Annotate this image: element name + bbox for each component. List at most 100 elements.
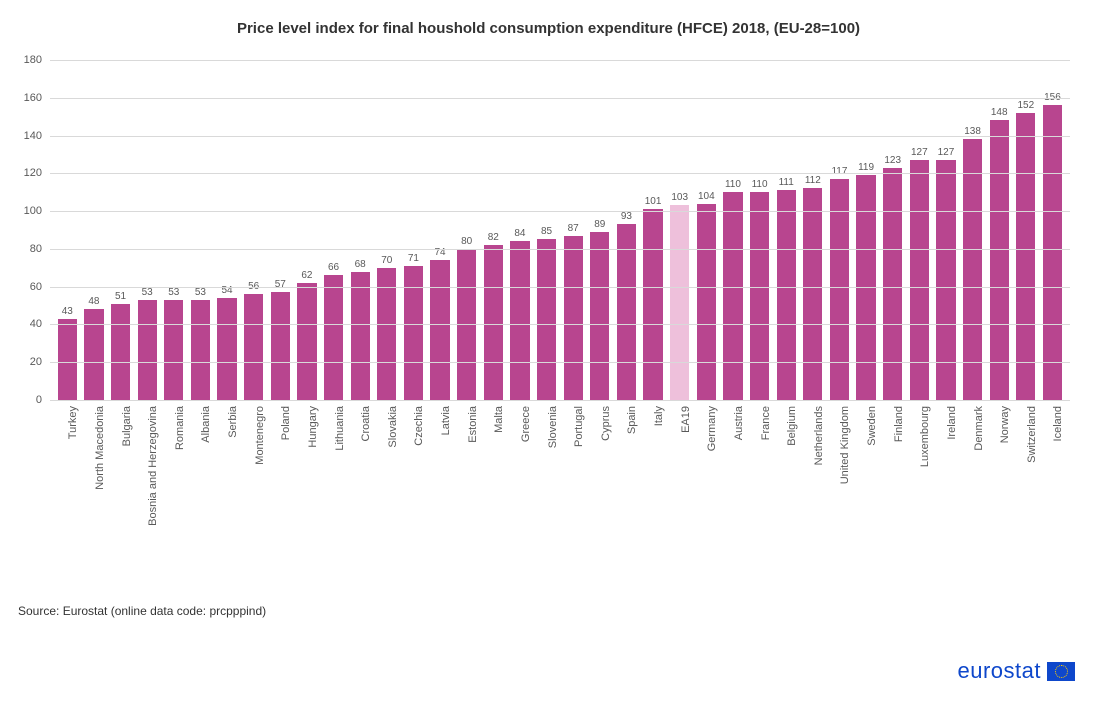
x-tick-label: Latvia — [440, 406, 452, 435]
y-tick-label: 100 — [24, 205, 42, 217]
x-label-slot: Ireland — [933, 400, 960, 580]
x-label-slot: Slovenia — [533, 400, 560, 580]
bar — [58, 319, 77, 400]
bar-value-label: 119 — [858, 163, 874, 173]
bar-value-label: 148 — [991, 108, 1008, 118]
gridline — [50, 362, 1070, 363]
bar-slot: 127 — [906, 60, 933, 400]
x-tick-label: Netherlands — [813, 406, 825, 465]
bar-value-label: 85 — [541, 227, 552, 237]
bar-slot: 53 — [161, 60, 188, 400]
bar — [723, 192, 742, 400]
x-label-slot: Malta — [480, 400, 507, 580]
bar-value-label: 111 — [779, 178, 794, 188]
bar-slot: 74 — [427, 60, 454, 400]
bar-value-label: 127 — [938, 148, 955, 158]
x-label-slot: Austria — [720, 400, 747, 580]
bar — [84, 309, 103, 400]
x-tick-label: Luxembourg — [919, 406, 931, 467]
bar — [590, 232, 609, 400]
bar-slot: 57 — [267, 60, 294, 400]
x-tick-label: Italy — [653, 406, 665, 426]
y-tick-label: 160 — [24, 92, 42, 104]
x-tick-label: Denmark — [973, 406, 985, 451]
bar-value-label: 82 — [488, 233, 499, 243]
bar — [111, 304, 130, 400]
chart-container: Price level index for final houshold con… — [0, 0, 1097, 706]
bar-value-label: 70 — [381, 256, 392, 266]
x-label-slot: Lithuania — [320, 400, 347, 580]
x-tick-label: Albania — [200, 406, 212, 443]
bar-value-label: 48 — [88, 297, 99, 307]
bar — [510, 241, 529, 400]
x-label-slot: Albania — [187, 400, 214, 580]
y-axis: 020406080100120140160180 — [0, 60, 50, 400]
x-label-slot: Poland — [267, 400, 294, 580]
x-label-slot: Romania — [161, 400, 188, 580]
x-tick-label: Slovenia — [547, 406, 559, 448]
x-label-slot: Spain — [613, 400, 640, 580]
gridline — [50, 287, 1070, 288]
x-tick-label: EA19 — [680, 406, 692, 433]
bar-slot: 110 — [746, 60, 773, 400]
bar — [164, 300, 183, 400]
x-tick-label: Belgium — [786, 406, 798, 446]
bar — [324, 275, 343, 400]
bar — [697, 204, 716, 400]
bar-value-label: 80 — [461, 237, 472, 247]
x-label-slot: Netherlands — [800, 400, 827, 580]
bar-slot: 71 — [400, 60, 427, 400]
x-label-slot: Montenegro — [240, 400, 267, 580]
bar-value-label: 53 — [168, 288, 179, 298]
bar-value-label: 101 — [645, 197, 662, 207]
gridline — [50, 211, 1070, 212]
x-tick-label: North Macedonia — [94, 406, 106, 490]
bar-slot: 103 — [666, 60, 693, 400]
x-tick-label: Serbia — [227, 406, 239, 438]
bar — [803, 188, 822, 400]
gridline — [50, 60, 1070, 61]
bar-slot: 111 — [773, 60, 800, 400]
bar-slot: 104 — [693, 60, 720, 400]
x-tick-label: Ireland — [946, 406, 958, 440]
bar-slot: 117 — [826, 60, 853, 400]
y-tick-label: 140 — [24, 130, 42, 142]
bar — [750, 192, 769, 400]
x-tick-label: Austria — [733, 406, 745, 440]
bar — [883, 168, 902, 400]
x-label-slot: Slovakia — [374, 400, 401, 580]
gridline — [50, 324, 1070, 325]
bar — [617, 224, 636, 400]
bar-value-label: 103 — [671, 193, 688, 203]
bar-value-label: 62 — [301, 271, 312, 281]
bar-value-label: 68 — [355, 260, 366, 270]
bar-slot: 112 — [800, 60, 827, 400]
bar — [351, 272, 370, 400]
x-tick-label: Finland — [893, 406, 905, 442]
bar-slot: 56 — [240, 60, 267, 400]
x-label-slot: Estonia — [453, 400, 480, 580]
bar-slot: 148 — [986, 60, 1013, 400]
x-label-slot: Croatia — [347, 400, 374, 580]
bar-slot: 62 — [294, 60, 321, 400]
x-tick-label: Sweden — [866, 406, 878, 446]
bar-value-label: 51 — [115, 292, 126, 302]
bar — [1016, 113, 1035, 400]
bar-value-label: 53 — [142, 288, 153, 298]
bar — [777, 190, 796, 400]
y-tick-label: 80 — [30, 243, 42, 255]
bar-slot: 89 — [587, 60, 614, 400]
y-tick-label: 180 — [24, 54, 42, 66]
x-label-slot: North Macedonia — [81, 400, 108, 580]
gridline — [50, 98, 1070, 99]
gridline — [50, 173, 1070, 174]
bar-value-label: 152 — [1017, 101, 1034, 111]
bar — [537, 239, 556, 400]
bar-value-label: 127 — [911, 148, 928, 158]
bar-value-label: 110 — [725, 180, 741, 190]
bar — [191, 300, 210, 400]
x-label-slot: Denmark — [959, 400, 986, 580]
y-tick-label: 20 — [30, 356, 42, 368]
eurostat-logo: eurostat — [958, 658, 1076, 684]
x-tick-label: Turkey — [67, 406, 79, 439]
